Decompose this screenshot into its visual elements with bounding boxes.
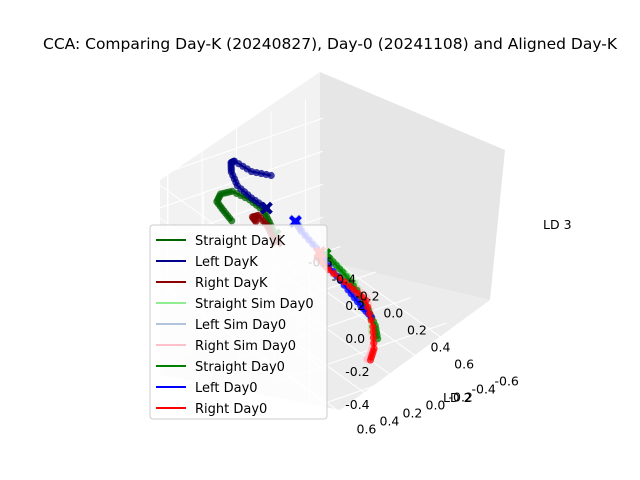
legend-label: Straight Sim Day0	[195, 297, 314, 312]
legend-frame	[149, 224, 328, 420]
legend-label: Straight Day0	[195, 360, 285, 375]
y-axis-label: LD 2	[443, 390, 472, 405]
x-tick-label: -0.2	[355, 289, 379, 304]
data-point	[369, 328, 377, 336]
z-tick-label: -0.4	[345, 397, 369, 412]
back-pane	[320, 72, 505, 300]
legend-label: Right Day0	[195, 402, 267, 417]
data-point	[365, 310, 374, 318]
x-tick-label: 0.2	[407, 323, 427, 338]
legend-label: Left Sim Day0	[195, 318, 286, 333]
legend-item: Straight Sim Day0	[156, 297, 314, 312]
x-tick-label: 0.4	[431, 340, 451, 355]
data-point	[369, 334, 378, 342]
y-tick-label: -0.4	[472, 381, 496, 396]
y-tick-label: 0.6	[357, 421, 377, 436]
chart-title: CCA: Comparing Day-K (20240827), Day-0 (…	[43, 35, 618, 53]
x-tick-label: -0.4	[332, 272, 356, 287]
z-tick-label: -0.2	[345, 364, 369, 379]
z-tick-label: 0.2	[345, 298, 365, 313]
legend-label: Left DayK	[195, 255, 258, 270]
y-tick-label: 0.4	[380, 413, 400, 428]
x-tick-label: 0.6	[454, 357, 474, 372]
legend-item: Right DayK	[156, 276, 268, 291]
data-point	[367, 316, 375, 324]
data-point	[366, 356, 375, 364]
y-tick-label: 0.0	[426, 397, 446, 412]
end-marker	[260, 201, 273, 215]
data-point	[370, 339, 378, 347]
y-tick-label: -0.2	[449, 389, 473, 404]
legend-label: Right Sim Day0	[195, 339, 296, 354]
legend-item: Straight DayK	[156, 234, 286, 249]
data-point	[340, 278, 348, 286]
x-tick-label: 0.0	[383, 306, 403, 321]
legend-item: Left Sim Day0	[156, 318, 286, 333]
data-point	[369, 323, 377, 331]
y-tick-label: 0.2	[403, 405, 423, 420]
legend-item: Right Sim Day0	[156, 339, 296, 354]
data-point	[364, 303, 372, 311]
legend-item: Right Day0	[156, 402, 267, 417]
z-tick-label: 0.0	[345, 331, 365, 346]
data-point	[330, 269, 338, 278]
legend-item: Left Day0	[156, 381, 258, 396]
z-axis-label: LD 3	[543, 217, 572, 232]
legend-label: Straight DayK	[195, 234, 286, 249]
data-point	[362, 297, 370, 305]
data-point	[335, 274, 343, 282]
y-tick-label: -0.6	[495, 373, 519, 388]
series-left-dayk	[227, 157, 275, 215]
legend-item: Left DayK	[156, 255, 258, 270]
legend: Straight DayK Left DayK Right DayK Straight…	[149, 224, 328, 420]
legend-item: Straight Day0	[156, 360, 285, 375]
legend-label: Left Day0	[195, 381, 258, 396]
grid-line-floor-x	[309, 348, 483, 409]
legend-label: Right DayK	[195, 276, 268, 291]
